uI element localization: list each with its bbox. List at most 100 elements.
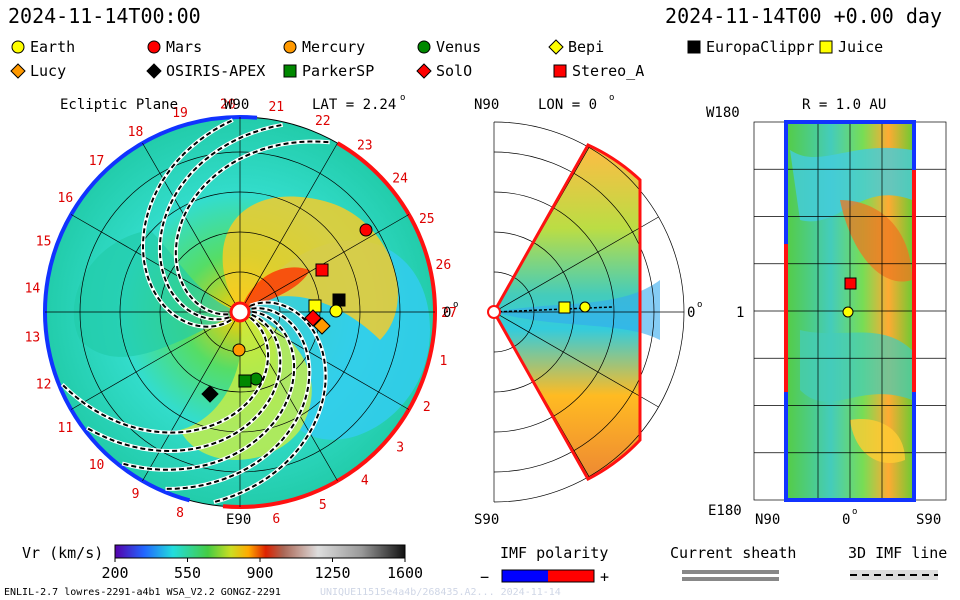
w90-label: W90 [224,97,249,113]
e90-label: E90 [226,512,251,528]
carrington-tick-3: 3 [396,440,404,455]
current-sheath-legend: Current sheath [670,544,796,581]
ecliptic-body-markers [201,223,373,403]
carrington-tick-4: 4 [361,474,369,489]
colorbar-gradient [114,544,406,559]
carrington-tick-10: 10 [89,458,105,473]
legend-item-europaclippr: EuropaClippr [686,38,814,56]
legend-item-stereo-a: Stereo_A [552,62,644,80]
legend-item-osiris-apex: OSIRIS-APEX [146,62,265,80]
parkersp-marker [238,374,252,388]
diamond-icon [548,39,564,55]
imf-field-lines [60,118,330,505]
legend-label: Earth [30,38,76,56]
legend-item-parkersp: ParkerSP [282,62,374,80]
legend-item-solo: SolO [416,62,472,80]
lucy-marker [313,317,331,335]
carrington-tick-6: 6 [272,512,280,527]
carrington-tick-16: 16 [58,191,74,206]
circle-icon [283,40,297,54]
carrington-tick-2: 2 [423,400,431,415]
sun-marker-meridional [487,305,501,319]
carrington-tick-9: 9 [132,487,140,502]
zero-x-label: 0 [842,512,850,528]
carrington-tick-8: 8 [176,506,184,521]
legend-label: Bepi [568,38,605,56]
imf-polarity-label: IMF polarity [500,544,608,562]
s90-label: S90 [474,512,499,528]
imf-minus-label: − [480,568,489,586]
imf-negative-swatch [502,570,548,582]
colorbar-tick-550: 550 [174,564,201,582]
carrington-tick-1: 1 [439,354,447,369]
lat-lon-mid-label: 1 [736,305,744,321]
imf-plus-label: + [600,568,609,586]
carrington-tick-14: 14 [25,282,41,297]
venus-marker [249,372,263,386]
lat-lon-panel: R = 1.0 AU W180 1 E180 N90 0 o S90 [706,97,947,528]
carrington-tick-11: 11 [58,421,74,436]
carrington-tick-12: 12 [36,377,52,392]
osiris-apex-marker [201,385,219,403]
carrington-tick-17: 17 [89,154,105,169]
lat-degree-mark: o [400,93,405,103]
square-icon [687,40,701,54]
legend-label: EuropaClippr [706,38,815,56]
earth-marker-meridional [579,301,591,313]
carrington-tick-18: 18 [128,125,144,140]
carrington-tick-26: 26 [436,258,452,273]
lon-label: LON = 0 [538,97,597,113]
legend-label: Juice [838,38,884,56]
imf-polarity-legend: IMF polarity − + [480,544,609,586]
current-sheath-label: Current sheath [670,544,796,562]
meridional-zero-degree: o [697,300,702,310]
r-label: R = 1.0 AU [802,97,886,113]
juice-marker-meridional [558,301,571,314]
header-right-timestamp: 2024-11-14T00 +0.00 day [665,4,942,28]
square-icon [819,40,833,54]
legend-label: Stereo_A [572,62,645,80]
mars-marker [359,223,373,237]
footer-model-info: ENLIL-2.7 lowres-2291-a4b1 WSA_V2.2 GONG… [4,587,281,598]
meridional-panel: N90 LON = 0 o S90 0 o [474,93,702,528]
circle-icon [147,40,161,54]
sun-marker [229,301,251,323]
carrington-tick-22: 22 [315,114,331,129]
legend-item-juice: Juice [818,38,883,56]
lon-degree-mark: o [609,93,614,103]
legend-item-earth: Earth [10,38,75,56]
square-icon [283,64,297,78]
colorbar-tick-200: 200 [101,564,128,582]
meridional-zero-label: 0 [687,305,695,321]
legend-label: Mercury [302,38,366,56]
legend-label: Mars [166,38,203,56]
carrington-tick-25: 25 [419,212,435,227]
earth-marker [329,304,343,318]
zero-x-degree: o [852,507,857,517]
carrington-tick-27: 27 [441,306,457,321]
stereo-a-marker [315,263,329,277]
lat-label: LAT = 2.24 [312,97,396,113]
carrington-tick-5: 5 [319,498,327,513]
w180-label: W180 [706,105,740,121]
legend-label: SolO [436,62,473,80]
earth-marker-latlon [842,306,854,318]
colorbar-tick-1250: 1250 [314,564,350,582]
carrington-tick-19: 19 [172,106,188,121]
n90-label: N90 [474,97,499,113]
legend-label: OSIRIS-APEX [166,62,266,80]
europaclippr-marker [332,293,346,307]
legend-item-bepi: Bepi [548,38,604,56]
carrington-tick-13: 13 [25,330,41,345]
header-left-timestamp: 2024-11-14T00:00 [8,4,201,28]
colorbar-tick-1600: 1600 [387,564,423,582]
carrington-tick-24: 24 [392,172,408,187]
colorbar-label: Vr (km/s) [22,544,103,562]
colorbar: Vr (km/s) 200 550 900 1250 1600 [22,544,423,582]
diamond-icon [416,63,432,79]
e180-label: E180 [708,503,742,519]
square-icon [553,64,567,78]
legend-item-mercury: Mercury [282,38,365,56]
carrington-tick-15: 15 [36,235,52,250]
